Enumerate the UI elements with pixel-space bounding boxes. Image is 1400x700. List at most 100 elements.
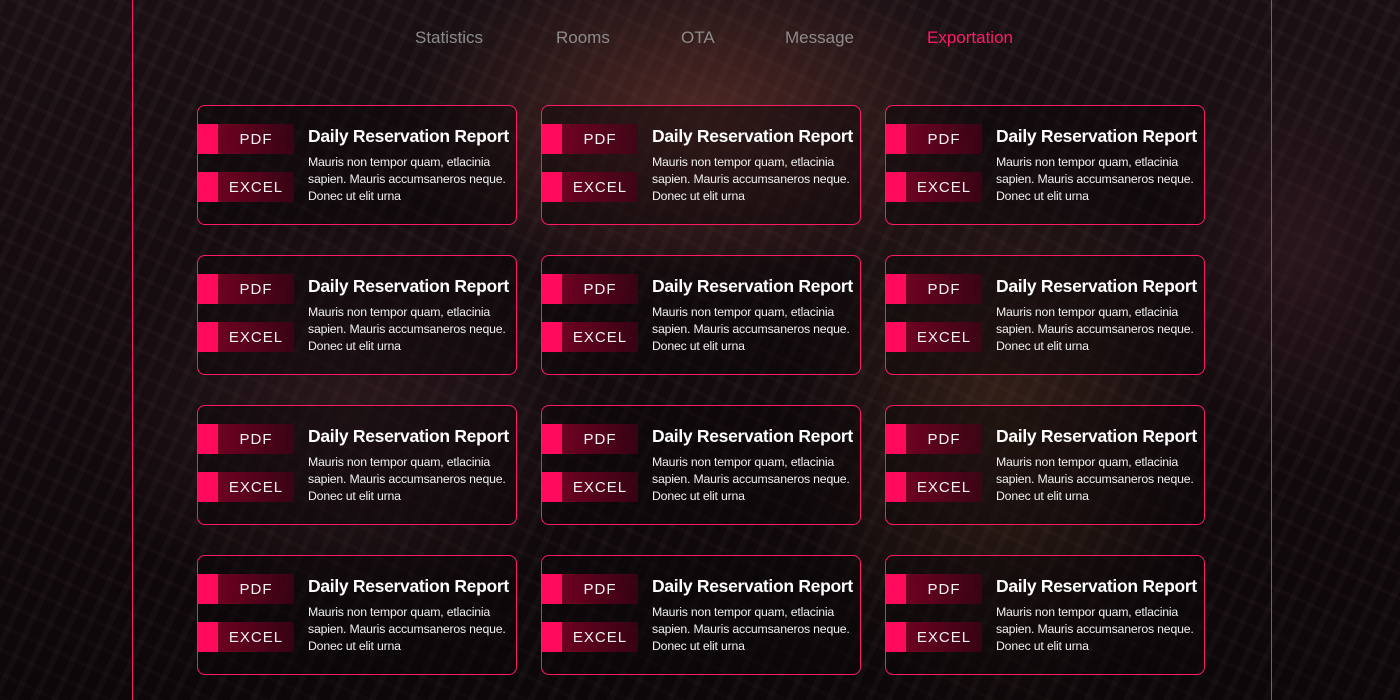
tab-rooms[interactable]: Rooms — [556, 28, 610, 47]
pdf-export-button[interactable]: PDF — [886, 424, 982, 454]
report-title: Daily Reservation Report — [652, 126, 853, 146]
pdf-button-accent — [198, 574, 218, 604]
report-card: PDF EXCEL Daily Reservation Report Mauri… — [197, 255, 517, 375]
excel-button-accent — [542, 172, 562, 202]
pdf-button-label: PDF — [218, 424, 294, 454]
report-title: Daily Reservation Report — [308, 426, 509, 446]
pdf-button-label: PDF — [562, 274, 638, 304]
report-description: Mauris non tempor quam, etlacinia sapien… — [652, 305, 850, 353]
report-card: PDF EXCEL Daily Reservation Report Mauri… — [541, 255, 861, 375]
report-title: Daily Reservation Report — [308, 126, 509, 146]
report-title: Daily Reservation Report — [996, 576, 1197, 596]
excel-button-accent — [198, 622, 218, 652]
tab-message[interactable]: Message — [785, 28, 854, 47]
pdf-export-button[interactable]: PDF — [198, 574, 294, 604]
pdf-button-accent — [542, 124, 562, 154]
excel-button-accent — [198, 322, 218, 352]
pdf-button-accent — [198, 124, 218, 154]
content-frame — [132, 0, 1272, 700]
tab-ota[interactable]: OTA — [681, 28, 715, 47]
pdf-export-button[interactable]: PDF — [198, 124, 294, 154]
report-card: PDF EXCEL Daily Reservation Report Mauri… — [885, 405, 1205, 525]
tab-statistics[interactable]: Statistics — [415, 28, 484, 47]
pdf-export-button[interactable]: PDF — [542, 274, 638, 304]
excel-button-label: EXCEL — [218, 622, 294, 652]
excel-export-button[interactable]: EXCEL — [886, 172, 982, 202]
excel-button-label: EXCEL — [562, 322, 638, 352]
pdf-export-button[interactable]: PDF — [886, 574, 982, 604]
report-card: PDF EXCEL Daily Reservation Report Mauri… — [541, 405, 861, 525]
excel-button-label: EXCEL — [906, 472, 982, 502]
report-title: Daily Reservation Report — [996, 426, 1197, 446]
pdf-button-label: PDF — [218, 274, 294, 304]
report-title: Daily Reservation Report — [308, 576, 509, 596]
report-description: Mauris non tempor quam, etlacinia sapien… — [652, 155, 850, 203]
pdf-button-accent — [886, 274, 906, 304]
report-description: Mauris non tempor quam, etlacinia sapien… — [308, 155, 506, 203]
pdf-button-accent — [886, 424, 906, 454]
excel-button-label: EXCEL — [218, 472, 294, 502]
excel-button-accent — [542, 472, 562, 502]
pdf-button-accent — [198, 274, 218, 304]
excel-export-button[interactable]: EXCEL — [198, 172, 294, 202]
report-description: Mauris non tempor quam, etlacinia sapien… — [308, 455, 506, 503]
excel-button-label: EXCEL — [562, 172, 638, 202]
excel-button-accent — [886, 472, 906, 502]
excel-button-label: EXCEL — [218, 322, 294, 352]
excel-export-button[interactable]: EXCEL — [198, 322, 294, 352]
excel-button-label: EXCEL — [906, 622, 982, 652]
pdf-button-accent — [886, 574, 906, 604]
excel-button-label: EXCEL — [906, 322, 982, 352]
tab-exportation[interactable]: Exportation — [927, 28, 1013, 47]
pdf-export-button[interactable]: PDF — [542, 424, 638, 454]
excel-export-button[interactable]: EXCEL — [886, 322, 982, 352]
pdf-button-accent — [542, 274, 562, 304]
report-card: PDF EXCEL Daily Reservation Report Mauri… — [197, 555, 517, 675]
excel-export-button[interactable]: EXCEL — [198, 472, 294, 502]
report-card: PDF EXCEL Daily Reservation Report Mauri… — [541, 555, 861, 675]
report-title: Daily Reservation Report — [996, 126, 1197, 146]
report-card: PDF EXCEL Daily Reservation Report Mauri… — [885, 255, 1205, 375]
excel-export-button[interactable]: EXCEL — [542, 322, 638, 352]
report-grid: PDF EXCEL Daily Reservation Report Mauri… — [197, 105, 1205, 675]
pdf-export-button[interactable]: PDF — [198, 424, 294, 454]
pdf-export-button[interactable]: PDF — [198, 274, 294, 304]
pdf-button-accent — [542, 424, 562, 454]
excel-export-button[interactable]: EXCEL — [198, 622, 294, 652]
report-description: Mauris non tempor quam, etlacinia sapien… — [308, 605, 506, 653]
report-description: Mauris non tempor quam, etlacinia sapien… — [996, 155, 1194, 203]
excel-button-label: EXCEL — [562, 472, 638, 502]
pdf-export-button[interactable]: PDF — [542, 124, 638, 154]
pdf-button-label: PDF — [906, 424, 982, 454]
excel-button-accent — [542, 322, 562, 352]
excel-button-accent — [886, 322, 906, 352]
report-title: Daily Reservation Report — [652, 576, 853, 596]
report-card: PDF EXCEL Daily Reservation Report Mauri… — [197, 405, 517, 525]
report-title: Daily Reservation Report — [652, 276, 853, 296]
report-description: Mauris non tempor quam, etlacinia sapien… — [652, 455, 850, 503]
excel-button-accent — [198, 172, 218, 202]
excel-button-accent — [886, 622, 906, 652]
excel-export-button[interactable]: EXCEL — [542, 172, 638, 202]
report-card: PDF EXCEL Daily Reservation Report Mauri… — [197, 105, 517, 225]
excel-export-button[interactable]: EXCEL — [886, 472, 982, 502]
pdf-button-label: PDF — [906, 274, 982, 304]
report-card: PDF EXCEL Daily Reservation Report Mauri… — [885, 105, 1205, 225]
pdf-button-label: PDF — [218, 124, 294, 154]
excel-button-label: EXCEL — [906, 172, 982, 202]
excel-export-button[interactable]: EXCEL — [542, 472, 638, 502]
pdf-export-button[interactable]: PDF — [886, 124, 982, 154]
pdf-button-label: PDF — [218, 574, 294, 604]
pdf-button-accent — [198, 424, 218, 454]
report-description: Mauris non tempor quam, etlacinia sapien… — [652, 605, 850, 653]
excel-button-label: EXCEL — [562, 622, 638, 652]
report-description: Mauris non tempor quam, etlacinia sapien… — [308, 305, 506, 353]
pdf-export-button[interactable]: PDF — [886, 274, 982, 304]
pdf-button-label: PDF — [562, 124, 638, 154]
pdf-export-button[interactable]: PDF — [542, 574, 638, 604]
report-description: Mauris non tempor quam, etlacinia sapien… — [996, 455, 1194, 503]
excel-export-button[interactable]: EXCEL — [542, 622, 638, 652]
excel-export-button[interactable]: EXCEL — [886, 622, 982, 652]
pdf-button-label: PDF — [562, 424, 638, 454]
report-description: Mauris non tempor quam, etlacinia sapien… — [996, 305, 1194, 353]
